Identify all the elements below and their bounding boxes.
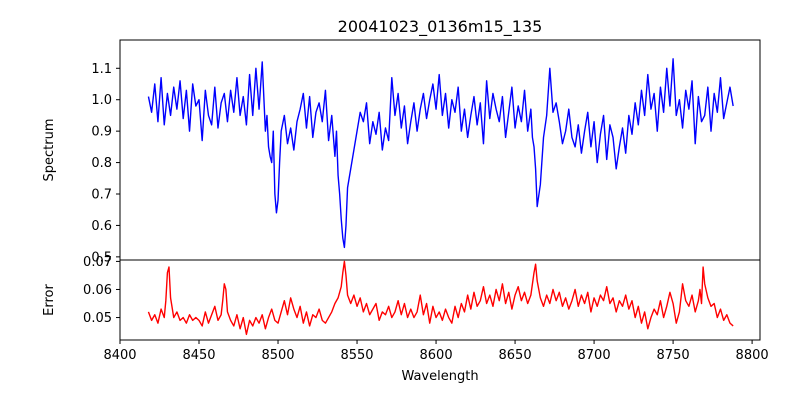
error-plot-area <box>147 260 734 336</box>
spectrum-y-tick-label: 0.9 <box>91 125 112 140</box>
spectrum-y-tick-label: 0.6 <box>91 219 112 234</box>
spectrum-y-tick-label: 0.5 <box>91 250 112 265</box>
error-axes-frame <box>119 259 761 341</box>
x-tick-label: 8650 <box>499 348 532 363</box>
spectrum-y-tick-label: 0.8 <box>91 156 112 171</box>
x-tick-label: 8400 <box>103 348 136 363</box>
x-tick-label: 8700 <box>578 348 611 363</box>
x-tick-label: 8600 <box>420 348 453 363</box>
spectrum-plot-area <box>147 58 734 249</box>
error-y-axis-label: Error <box>42 284 57 316</box>
error-y-tick-label: 0.05 <box>83 311 112 326</box>
x-tick-label: 8750 <box>657 348 690 363</box>
spectrum-y-axis-label: Spectrum <box>42 119 57 182</box>
x-tick-label: 8450 <box>182 348 215 363</box>
spectrum-y-ticks: 0.5 0.6 0.7 0.8 0.9 1.0 1.1 <box>91 62 120 265</box>
x-tick-label: 8500 <box>261 348 294 363</box>
spectrum-y-tick-label: 0.7 <box>91 188 112 203</box>
error-panel: 0.05 0.06 0.07 Error <box>42 255 761 341</box>
error-y-ticks: 0.05 0.06 0.07 <box>83 255 120 326</box>
spectrum-y-tick-label: 1.0 <box>91 93 112 108</box>
spectrum-y-tick-label: 1.1 <box>91 62 112 77</box>
error-series-line <box>147 260 734 336</box>
x-axis-label: Wavelength <box>401 369 478 384</box>
spectrum-series-line <box>147 58 734 249</box>
error-y-tick-label: 0.06 <box>83 283 112 298</box>
wavelength-x-ticks: 8400 8450 8500 8550 8600 8650 8700 8750 8800 <box>103 340 769 363</box>
x-tick-label: 8800 <box>736 348 769 363</box>
chart-title: 20041023_0136m15_135 <box>338 17 543 37</box>
x-tick-label: 8550 <box>340 348 373 363</box>
error-y-tick-label: 0.07 <box>83 255 112 270</box>
